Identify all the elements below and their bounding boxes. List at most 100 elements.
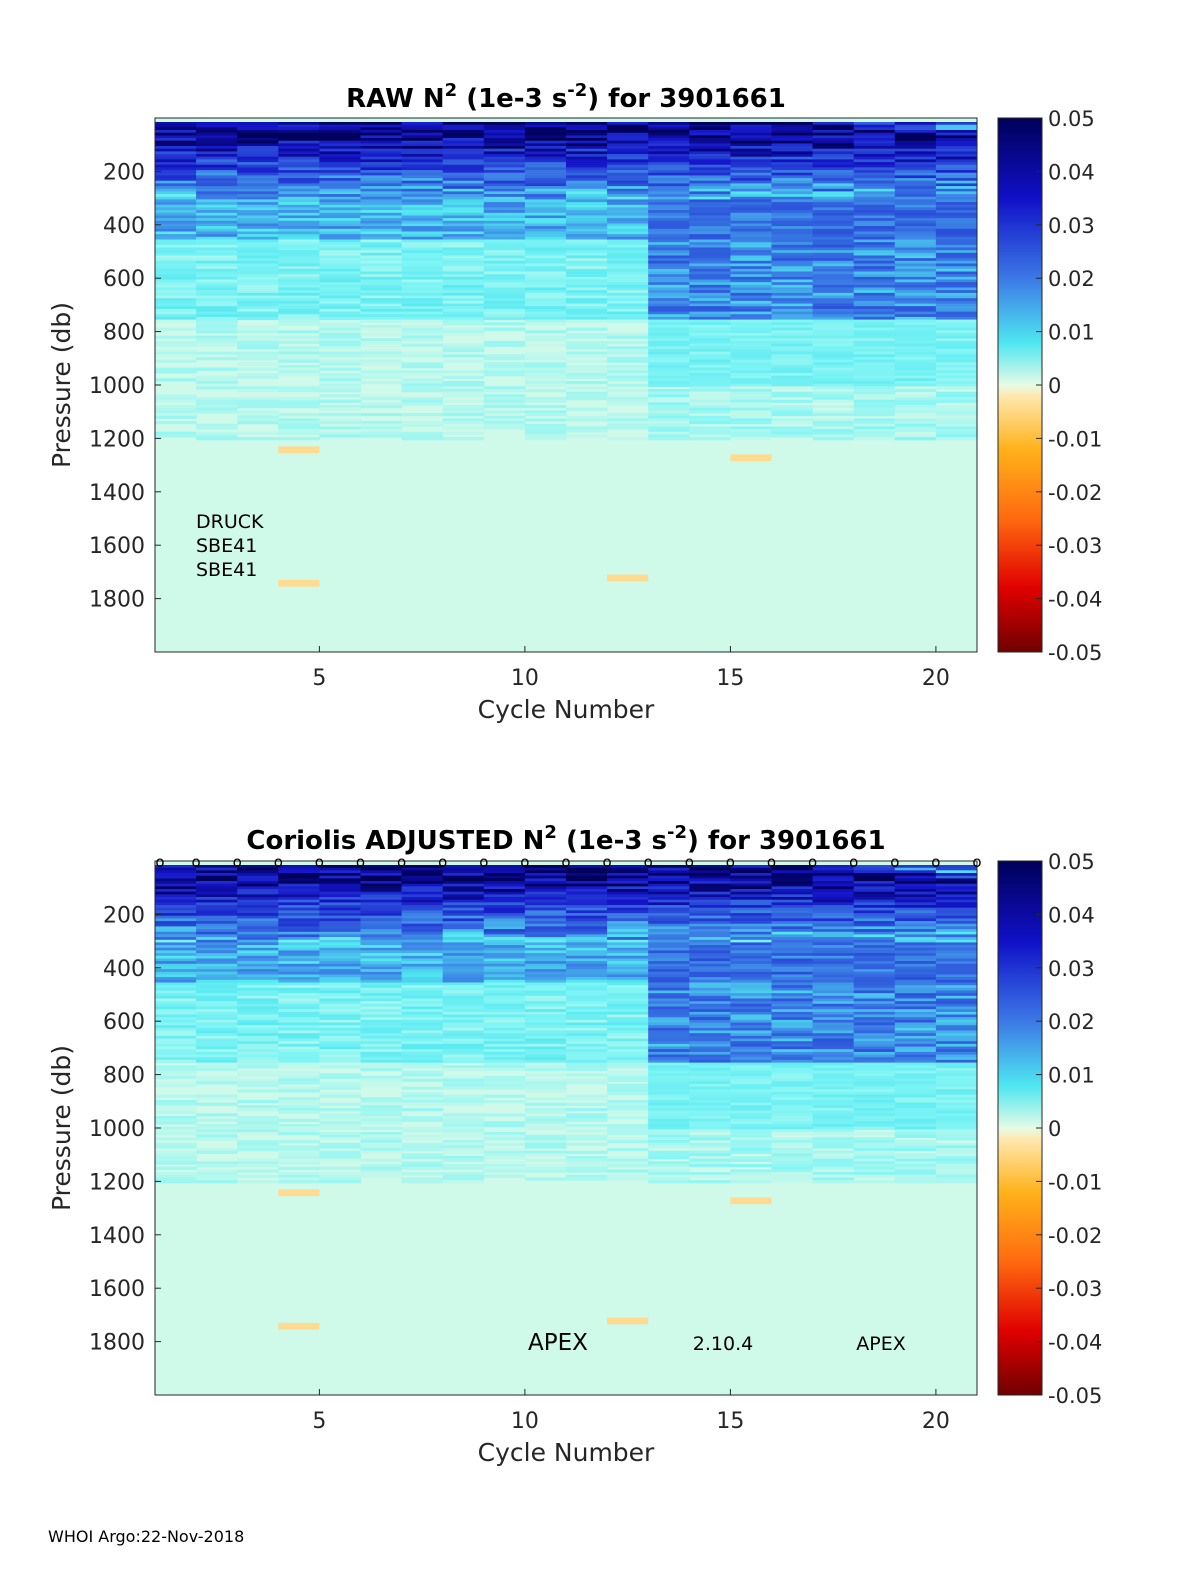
heatmap-cell <box>853 1132 896 1136</box>
heatmap-cell <box>894 1003 937 1007</box>
heatmap-cell <box>648 138 690 142</box>
heatmap-cell <box>237 266 279 270</box>
heatmap-cell <box>524 383 567 387</box>
heatmap-cell <box>155 220 197 224</box>
heatmap-cell <box>319 867 361 871</box>
heatmap-cell <box>483 955 526 959</box>
heatmap-cell <box>771 1121 814 1125</box>
heatmap-cell <box>196 1126 238 1130</box>
heatmap-cell <box>319 1030 361 1034</box>
heatmap-cell <box>648 290 690 294</box>
heatmap-cell <box>319 234 361 238</box>
heatmap-cell <box>483 292 526 297</box>
heatmap-cell <box>360 151 403 155</box>
heatmap-cell <box>155 327 197 331</box>
colorbar-tick-label: -0.02 <box>1048 481 1102 505</box>
heatmap-cell <box>648 1003 690 1007</box>
heatmap-cell <box>278 263 320 267</box>
heatmap-cell <box>689 258 731 262</box>
heatmap-cell <box>401 234 444 238</box>
heatmap-cell <box>689 995 731 999</box>
heatmap-cell <box>566 359 608 363</box>
heatmap-cell <box>319 1051 361 1056</box>
heatmap-cell <box>278 1156 320 1160</box>
heatmap-cell <box>401 1062 444 1066</box>
heatmap-cell <box>689 199 731 203</box>
heatmap-cell <box>689 378 731 382</box>
heatmap-cell <box>196 974 238 978</box>
heatmap-cell <box>607 1009 649 1013</box>
colorbar-tick-label: 0 <box>1048 374 1061 398</box>
heatmap-cell <box>689 268 731 273</box>
heatmap-cell <box>853 1081 896 1085</box>
heatmap-cell <box>812 1033 855 1037</box>
heatmap-cell <box>278 1046 320 1050</box>
heatmap-cell <box>730 1108 772 1112</box>
heatmap-cell <box>319 367 361 371</box>
heatmap-cell <box>442 1180 485 1184</box>
heatmap-cell <box>524 330 567 334</box>
heatmap-cell <box>935 891 978 895</box>
heatmap-cell <box>524 405 567 409</box>
heatmap-cell <box>730 1041 772 1045</box>
heatmap-cell <box>771 1137 814 1141</box>
heatmap-cell <box>278 1043 320 1048</box>
heatmap-cell <box>771 357 814 361</box>
heatmap-cell <box>812 1092 855 1096</box>
heatmap-cell <box>935 332 978 337</box>
heatmap-cell <box>935 1009 978 1013</box>
heatmap-cell <box>237 1059 279 1064</box>
heatmap-cell <box>319 314 361 318</box>
heatmap-cell <box>894 918 937 922</box>
heatmap-cell <box>730 389 772 393</box>
heatmap-cell <box>607 1041 649 1045</box>
heatmap-cell <box>935 429 978 433</box>
heatmap-cell <box>853 1166 896 1170</box>
heatmap-cell <box>442 899 485 903</box>
heatmap-cell <box>483 242 526 246</box>
heatmap-cell <box>730 260 772 264</box>
heatmap-cell <box>730 332 772 337</box>
heatmap-cell <box>853 354 896 358</box>
heatmap-cell <box>278 405 320 409</box>
heatmap-cell <box>566 335 608 339</box>
heatmap-cell <box>401 413 444 417</box>
heatmap-cell <box>524 154 567 158</box>
heatmap-cell <box>483 889 526 893</box>
heatmap-cell <box>237 942 279 946</box>
heatmap-cell <box>278 995 320 999</box>
heatmap-cell <box>401 327 444 331</box>
heatmap-cell <box>278 870 320 874</box>
heatmap-cell <box>607 870 649 874</box>
heatmap-cell <box>566 223 608 227</box>
heatmap-cell <box>894 1027 937 1032</box>
heatmap-cell <box>319 130 361 134</box>
heatmap-cell <box>319 258 361 262</box>
heatmap-cell <box>689 322 731 326</box>
heatmap-cell <box>360 985 403 989</box>
heatmap-cell <box>483 1065 526 1069</box>
heatmap-cell <box>401 1006 444 1010</box>
heatmap-cell <box>442 330 485 334</box>
heatmap-cell <box>607 1086 649 1090</box>
heatmap-cell <box>401 1011 444 1016</box>
heatmap-cell <box>771 1161 814 1165</box>
heatmap-cell <box>360 429 403 433</box>
heatmap-cell <box>812 389 855 393</box>
colorbar-tick-label: 0.01 <box>1048 1064 1095 1088</box>
heatmap-cell <box>401 247 444 251</box>
heatmap-cell <box>607 1105 649 1109</box>
heatmap-cell <box>935 162 978 166</box>
heatmap-cell <box>853 1100 896 1104</box>
heatmap-cell <box>401 255 444 259</box>
heatmap-cell <box>730 902 772 906</box>
heatmap-cell <box>442 913 485 917</box>
heatmap-cell <box>237 902 279 906</box>
cycle-column <box>483 865 526 1178</box>
heatmap-cell <box>524 162 567 166</box>
heatmap-cell <box>771 1118 814 1122</box>
heatmap-cell <box>771 1180 814 1184</box>
heatmap-cell <box>935 263 978 267</box>
heatmap-cell <box>730 1174 772 1178</box>
heatmap-cell <box>812 1113 855 1117</box>
